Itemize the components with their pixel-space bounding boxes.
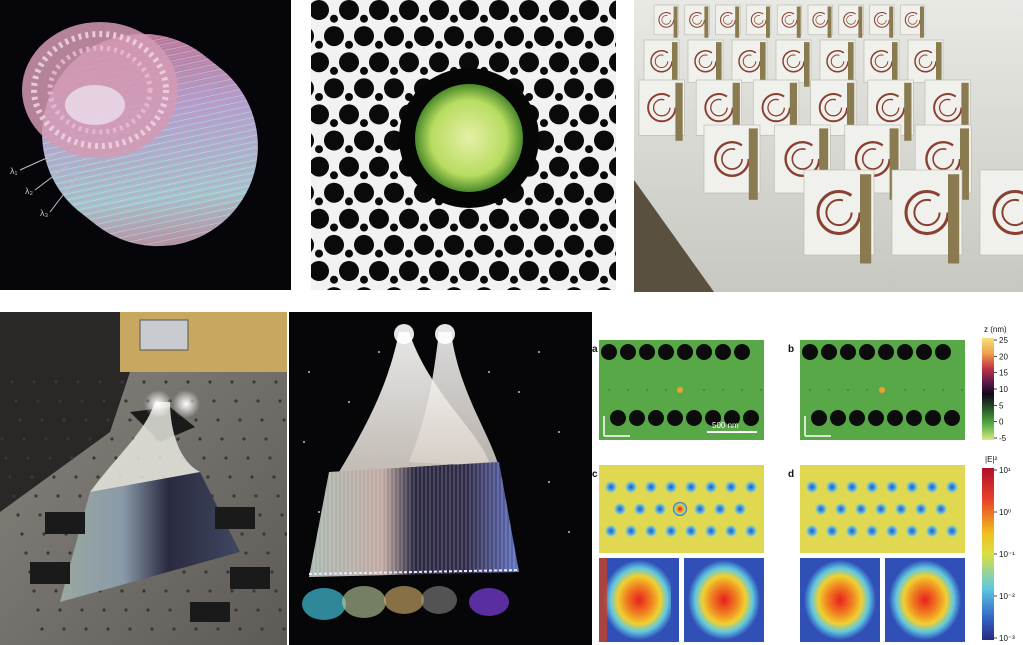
colorbar-tick-label: 20	[999, 352, 1008, 361]
fiber-bundle-rendering: λ₁ λ₂ λ₃	[0, 0, 291, 290]
height-colorbar-title: z (nm)	[984, 325, 1007, 334]
cross-section-c2	[684, 558, 764, 642]
optical-table-photo	[0, 312, 287, 645]
fiber-ribbon	[60, 472, 240, 602]
topography-map-a	[599, 340, 764, 440]
scale-bar-label: 500 nm	[712, 421, 739, 430]
colorbar-tick-label: 25	[999, 336, 1008, 345]
wavelength-label-2: λ₂	[25, 186, 34, 196]
colorbar-tick-label: 10¹	[999, 466, 1011, 475]
subpanel-label-d: d	[788, 469, 794, 480]
cross-section-c1	[599, 558, 679, 642]
subpanel-label-b: b	[788, 344, 794, 355]
field-colorbar-title: |E|²	[985, 455, 997, 464]
subpanel-label-c: c	[592, 469, 598, 480]
cavity-figure: 500 nm	[592, 325, 1015, 643]
colorbar-tick-label: 0	[999, 418, 1004, 427]
split-ring-array-photo	[634, 0, 1023, 292]
colorbar-tick-label: 10⁰	[999, 508, 1011, 517]
photonic-crystal-fiber-crosssection	[311, 0, 616, 290]
colorbar-tick-label: 10⁻¹	[999, 550, 1015, 559]
cross-section-d2	[885, 558, 965, 642]
illuminated-fibers-photo	[289, 312, 592, 645]
colorbar-tick-label: 15	[999, 369, 1008, 378]
fiber-bundle-on-optical-table	[0, 312, 287, 645]
colorbar-tick-label: 10⁻³	[999, 634, 1015, 643]
wavelength-label-1: λ₁	[10, 166, 18, 176]
pcf-lattice-image	[311, 0, 616, 290]
split-ring-metamaterial-array	[634, 0, 1023, 292]
fiber-bundle-illustration: λ₁ λ₂ λ₃	[10, 22, 258, 247]
illuminated-fiber-bundles	[289, 312, 592, 645]
field-map-c	[599, 465, 764, 553]
cross-section-d1	[800, 558, 880, 642]
wavelength-label-3: λ₃	[40, 208, 49, 218]
colorbar-tick-label: 10⁻²	[999, 592, 1015, 601]
height-colorbar	[982, 338, 994, 440]
field-map-d	[800, 465, 965, 553]
field-colorbar	[982, 468, 994, 640]
photonic-crystal-cavity-maps: 500 nm	[592, 312, 1023, 645]
colorbar-tick-label: 10	[999, 385, 1008, 394]
subpanel-label-a: a	[592, 344, 598, 355]
colorbar-tick-label: -5	[999, 434, 1007, 443]
colorbar-tick-label: 5	[999, 401, 1004, 410]
topography-map-b	[800, 340, 965, 440]
fiber-core-mode	[415, 84, 523, 192]
